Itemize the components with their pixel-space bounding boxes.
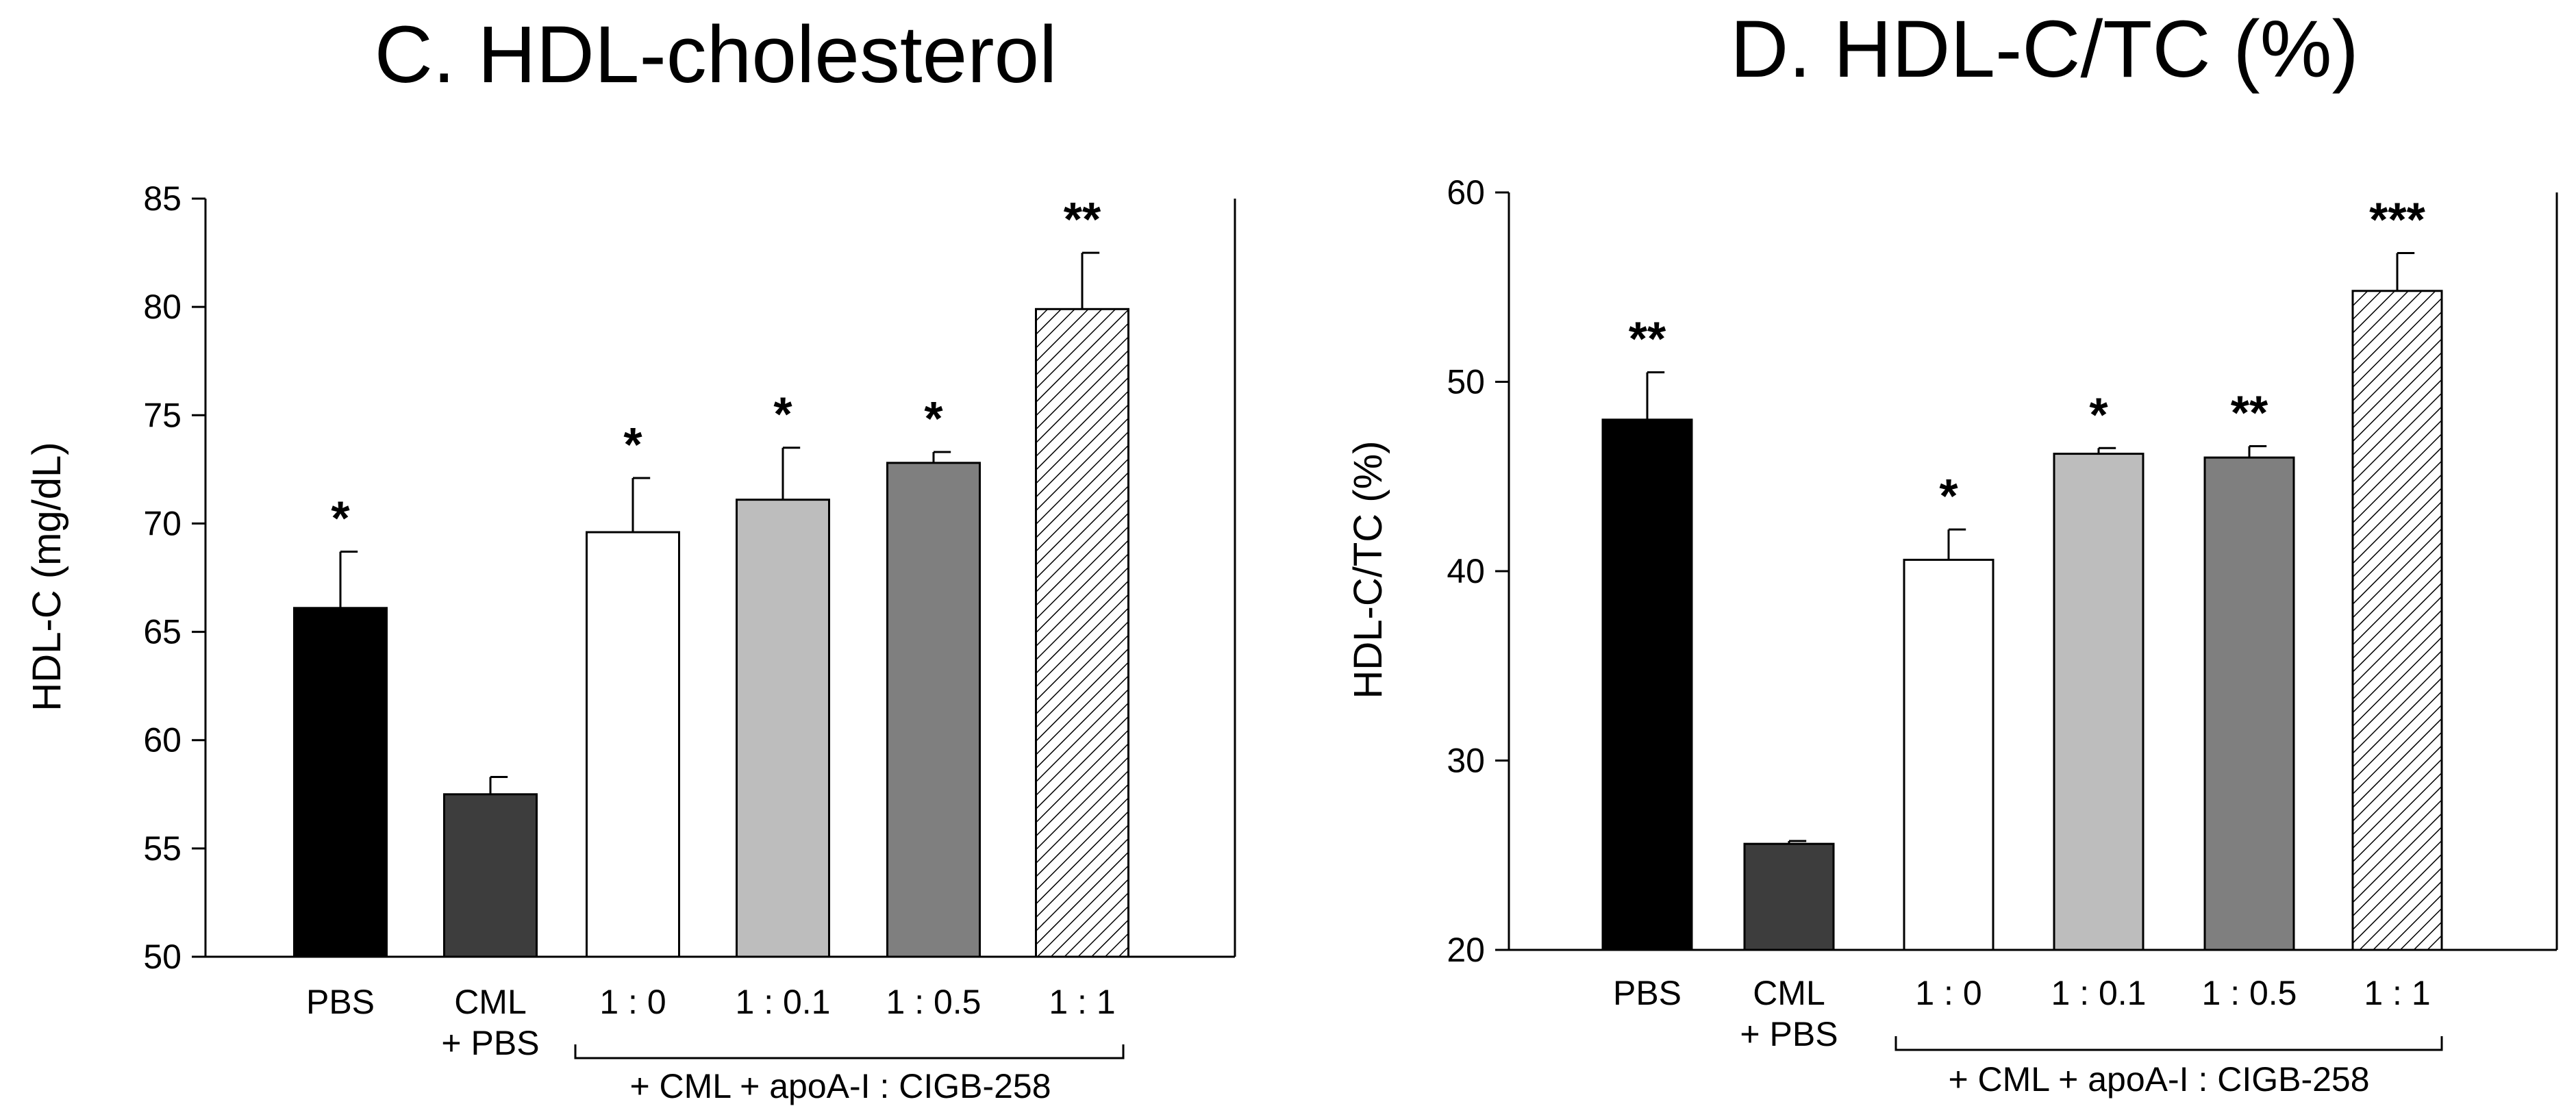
panel-d-significance-3: * <box>1939 469 1958 523</box>
panel-d-y-tick-label: 60 <box>1447 173 1485 212</box>
panel-c-y-tick-label: 85 <box>143 179 182 218</box>
panel-d-bar-6 <box>2351 290 2443 951</box>
panel-d-y-tick-label: 20 <box>1447 931 1485 969</box>
panel-d-bar-3 <box>1903 558 1994 951</box>
panel-d-bar-4 <box>2053 453 2144 951</box>
panel-d-significance-4: * <box>2089 388 2108 441</box>
panel-d-y-axis-label: HDL-C/TC (%) <box>1346 441 1390 699</box>
panel-c-y-tick-label: 55 <box>143 829 182 868</box>
panel-c-y-tick-label: 75 <box>143 396 182 434</box>
panel-c: C. HDL-cholesterol HDL-C (mg/dL) + CML +… <box>25 10 1236 1105</box>
panel-c-significance-3: * <box>623 418 642 471</box>
panel-c-significance-4: * <box>773 388 792 441</box>
panel-c-bar-3 <box>586 531 680 958</box>
panel-d-plot: 20 30 40 50 60 ** PBS CML + PBS * 1 : 0 * 1 : 0.1 ** 1… <box>1447 173 2558 1053</box>
panel-c-y-tick-label: 50 <box>143 938 182 976</box>
panel-c-y-tick-label: 60 <box>143 721 182 760</box>
panel-c-group-bracket <box>574 1044 1125 1059</box>
panel-d-category-label-4: 1 : 0.1 <box>2051 974 2147 1012</box>
panel-d-y-tick-label: 50 <box>1447 363 1485 401</box>
panel-d-significance-5: ** <box>2231 386 2268 440</box>
panel-c-title: C. HDL-cholesterol <box>375 10 1058 100</box>
panel-d-group-label: + CML + apoA-I : CIGB-258 <box>1948 1060 2369 1099</box>
panel-c-category-label-2: CML + PBS <box>441 983 539 1062</box>
panel-c-bar-5 <box>886 462 981 958</box>
panel-d-title: D. HDL-C/TC (%) <box>1730 4 2359 95</box>
panel-c-category-label-4: 1 : 0.1 <box>736 983 831 1021</box>
panel-d-category-label-5: 1 : 0.5 <box>2202 974 2297 1012</box>
panel-d: D. HDL-C/TC (%) HDL-C/TC (%) + CML + apo… <box>1346 4 2558 1099</box>
panel-d-y-tick-label: 40 <box>1447 552 1485 590</box>
panel-c-plot: 50 55 60 65 70 75 80 85 * PBS CML + PBS * 1 : 0 * 1 : 0… <box>143 179 1236 1062</box>
panel-c-bar-6 <box>1035 308 1129 958</box>
panel-c-category-label-1: PBS <box>306 983 375 1021</box>
panel-d-bar-1 <box>1601 418 1693 951</box>
panel-d-category-label-1: PBS <box>1613 974 1681 1012</box>
panel-c-bar-1 <box>293 607 388 958</box>
panel-c-y-tick-label: 70 <box>143 504 182 542</box>
panel-d-category-label-2: CML + PBS <box>1740 974 1838 1053</box>
panel-c-significance-5: * <box>924 392 943 445</box>
panel-d-bar-2 <box>1743 842 1835 951</box>
panel-c-category-label-5: 1 : 0.5 <box>886 983 981 1021</box>
panel-c-bar-2 <box>443 793 538 958</box>
panel-c-y-tick-label: 80 <box>143 288 182 326</box>
panel-d-significance-6: *** <box>2369 192 2425 246</box>
panel-d-bar-5 <box>2203 456 2295 951</box>
panel-d-y-tick-label: 30 <box>1447 742 1485 780</box>
panel-c-y-axis-label: HDL-C (mg/dL) <box>25 442 69 711</box>
panel-d-category-label-6: 1 : 1 <box>2364 974 2430 1012</box>
panel-d-category-label-3: 1 : 0 <box>1915 974 1981 1012</box>
panel-c-category-label-6: 1 : 1 <box>1049 983 1115 1021</box>
panel-d-significance-1: ** <box>1629 312 1666 366</box>
panel-d-group-bracket <box>1895 1036 2443 1051</box>
panel-c-bar-4 <box>736 499 830 958</box>
panel-c-group-label: + CML + apoA-I : CIGB-258 <box>629 1067 1051 1105</box>
panel-c-y-tick-label: 65 <box>143 613 182 651</box>
panel-c-significance-1: * <box>331 492 350 545</box>
panel-c-category-label-3: 1 : 0 <box>599 983 666 1021</box>
panel-c-significance-6: ** <box>1064 192 1101 246</box>
